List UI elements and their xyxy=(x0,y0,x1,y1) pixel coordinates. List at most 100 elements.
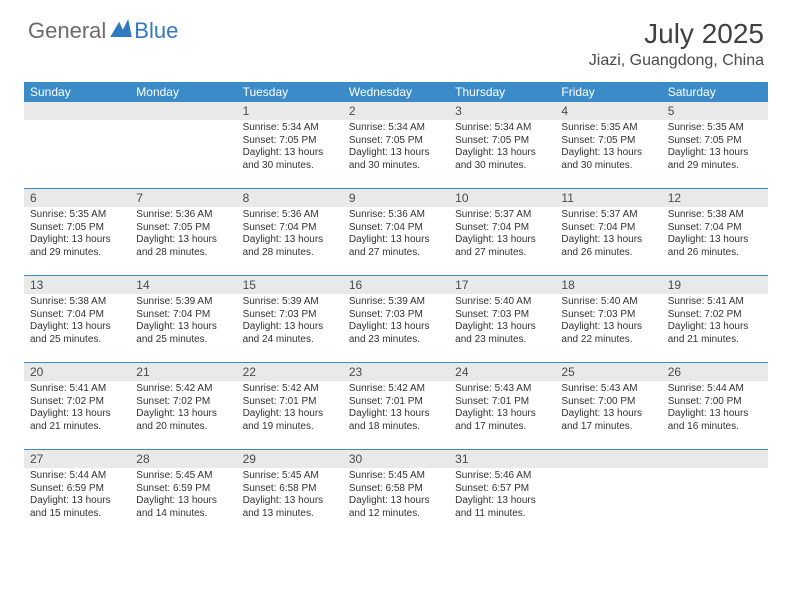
sunset-line: Sunset: 7:02 PM xyxy=(136,396,230,409)
day-content: Sunrise: 5:35 AMSunset: 7:05 PMDaylight:… xyxy=(662,120,768,176)
day-number: 11 xyxy=(555,189,661,207)
weekday-header: Tuesday xyxy=(237,82,343,102)
weekday-header-row: SundayMondayTuesdayWednesdayThursdayFrid… xyxy=(24,82,768,102)
daylight-line: Daylight: 13 hours and 28 minutes. xyxy=(136,234,230,259)
daylight-line: Daylight: 13 hours and 29 minutes. xyxy=(668,147,762,172)
day-number: 27 xyxy=(24,450,130,468)
day-content: Sunrise: 5:42 AMSunset: 7:01 PMDaylight:… xyxy=(237,381,343,437)
day-cell: 29Sunrise: 5:45 AMSunset: 6:58 PMDayligh… xyxy=(237,450,343,536)
brand-mark-icon xyxy=(110,19,132,37)
day-number: 23 xyxy=(343,363,449,381)
day-cell: 25Sunrise: 5:43 AMSunset: 7:00 PMDayligh… xyxy=(555,363,661,449)
daylight-line: Daylight: 13 hours and 26 minutes. xyxy=(668,234,762,259)
day-cell xyxy=(662,450,768,536)
location-text: Jiazi, Guangdong, China xyxy=(589,52,764,70)
daylight-line: Daylight: 13 hours and 30 minutes. xyxy=(243,147,337,172)
day-content: Sunrise: 5:36 AMSunset: 7:04 PMDaylight:… xyxy=(343,207,449,263)
day-content: Sunrise: 5:41 AMSunset: 7:02 PMDaylight:… xyxy=(662,294,768,350)
day-number: 2 xyxy=(343,102,449,120)
sunset-line: Sunset: 7:00 PM xyxy=(668,396,762,409)
day-number: 31 xyxy=(449,450,555,468)
sunset-line: Sunset: 7:04 PM xyxy=(668,222,762,235)
daylight-line: Daylight: 13 hours and 21 minutes. xyxy=(30,408,124,433)
day-number: 25 xyxy=(555,363,661,381)
day-number: 7 xyxy=(130,189,236,207)
day-cell: 7Sunrise: 5:36 AMSunset: 7:05 PMDaylight… xyxy=(130,189,236,275)
day-number xyxy=(130,102,236,120)
day-content: Sunrise: 5:34 AMSunset: 7:05 PMDaylight:… xyxy=(237,120,343,176)
day-number: 8 xyxy=(237,189,343,207)
sunrise-line: Sunrise: 5:43 AM xyxy=(561,383,655,396)
day-cell: 26Sunrise: 5:44 AMSunset: 7:00 PMDayligh… xyxy=(662,363,768,449)
day-cell: 31Sunrise: 5:46 AMSunset: 6:57 PMDayligh… xyxy=(449,450,555,536)
day-number: 3 xyxy=(449,102,555,120)
daylight-line: Daylight: 13 hours and 15 minutes. xyxy=(30,495,124,520)
sunrise-line: Sunrise: 5:37 AM xyxy=(455,209,549,222)
daylight-line: Daylight: 13 hours and 21 minutes. xyxy=(668,321,762,346)
day-number: 4 xyxy=(555,102,661,120)
day-content: Sunrise: 5:45 AMSunset: 6:58 PMDaylight:… xyxy=(237,468,343,524)
day-content: Sunrise: 5:44 AMSunset: 7:00 PMDaylight:… xyxy=(662,381,768,437)
sunrise-line: Sunrise: 5:42 AM xyxy=(243,383,337,396)
day-content: Sunrise: 5:36 AMSunset: 7:04 PMDaylight:… xyxy=(237,207,343,263)
week-row: 13Sunrise: 5:38 AMSunset: 7:04 PMDayligh… xyxy=(24,275,768,362)
sunset-line: Sunset: 7:04 PM xyxy=(349,222,443,235)
sunrise-line: Sunrise: 5:45 AM xyxy=(243,470,337,483)
daylight-line: Daylight: 13 hours and 23 minutes. xyxy=(349,321,443,346)
sunset-line: Sunset: 7:01 PM xyxy=(349,396,443,409)
day-content: Sunrise: 5:36 AMSunset: 7:05 PMDaylight:… xyxy=(130,207,236,263)
sunset-line: Sunset: 7:05 PM xyxy=(561,135,655,148)
daylight-line: Daylight: 13 hours and 19 minutes. xyxy=(243,408,337,433)
day-content: Sunrise: 5:34 AMSunset: 7:05 PMDaylight:… xyxy=(449,120,555,176)
day-cell: 12Sunrise: 5:38 AMSunset: 7:04 PMDayligh… xyxy=(662,189,768,275)
week-row: 20Sunrise: 5:41 AMSunset: 7:02 PMDayligh… xyxy=(24,362,768,449)
day-cell: 16Sunrise: 5:39 AMSunset: 7:03 PMDayligh… xyxy=(343,276,449,362)
day-cell xyxy=(130,102,236,188)
daylight-line: Daylight: 13 hours and 12 minutes. xyxy=(349,495,443,520)
sunset-line: Sunset: 7:04 PM xyxy=(30,309,124,322)
day-content: Sunrise: 5:35 AMSunset: 7:05 PMDaylight:… xyxy=(555,120,661,176)
weekday-header: Monday xyxy=(130,82,236,102)
sunrise-line: Sunrise: 5:44 AM xyxy=(668,383,762,396)
sunset-line: Sunset: 7:05 PM xyxy=(668,135,762,148)
daylight-line: Daylight: 13 hours and 29 minutes. xyxy=(30,234,124,259)
day-number: 29 xyxy=(237,450,343,468)
sunrise-line: Sunrise: 5:39 AM xyxy=(243,296,337,309)
calendar: SundayMondayTuesdayWednesdayThursdayFrid… xyxy=(24,82,768,536)
sunrise-line: Sunrise: 5:40 AM xyxy=(561,296,655,309)
day-cell: 19Sunrise: 5:41 AMSunset: 7:02 PMDayligh… xyxy=(662,276,768,362)
daylight-line: Daylight: 13 hours and 26 minutes. xyxy=(561,234,655,259)
header: General Blue July 2025 Jiazi, Guangdong,… xyxy=(0,0,792,76)
sunset-line: Sunset: 7:03 PM xyxy=(455,309,549,322)
day-content: Sunrise: 5:43 AMSunset: 7:01 PMDaylight:… xyxy=(449,381,555,437)
sunrise-line: Sunrise: 5:36 AM xyxy=(136,209,230,222)
day-cell: 14Sunrise: 5:39 AMSunset: 7:04 PMDayligh… xyxy=(130,276,236,362)
sunset-line: Sunset: 6:59 PM xyxy=(30,483,124,496)
sunrise-line: Sunrise: 5:35 AM xyxy=(561,122,655,135)
day-number: 1 xyxy=(237,102,343,120)
month-title: July 2025 xyxy=(589,18,764,50)
sunset-line: Sunset: 7:04 PM xyxy=(561,222,655,235)
day-number: 6 xyxy=(24,189,130,207)
daylight-line: Daylight: 13 hours and 11 minutes. xyxy=(455,495,549,520)
day-number xyxy=(662,450,768,468)
day-content: Sunrise: 5:39 AMSunset: 7:03 PMDaylight:… xyxy=(343,294,449,350)
sunset-line: Sunset: 7:00 PM xyxy=(561,396,655,409)
day-cell xyxy=(555,450,661,536)
daylight-line: Daylight: 13 hours and 16 minutes. xyxy=(668,408,762,433)
sunset-line: Sunset: 6:58 PM xyxy=(243,483,337,496)
daylight-line: Daylight: 13 hours and 27 minutes. xyxy=(455,234,549,259)
day-number: 30 xyxy=(343,450,449,468)
day-cell: 30Sunrise: 5:45 AMSunset: 6:58 PMDayligh… xyxy=(343,450,449,536)
sunrise-line: Sunrise: 5:38 AM xyxy=(668,209,762,222)
sunrise-line: Sunrise: 5:41 AM xyxy=(668,296,762,309)
sunset-line: Sunset: 7:03 PM xyxy=(561,309,655,322)
daylight-line: Daylight: 13 hours and 28 minutes. xyxy=(243,234,337,259)
day-cell: 11Sunrise: 5:37 AMSunset: 7:04 PMDayligh… xyxy=(555,189,661,275)
day-content: Sunrise: 5:34 AMSunset: 7:05 PMDaylight:… xyxy=(343,120,449,176)
day-content: Sunrise: 5:39 AMSunset: 7:03 PMDaylight:… xyxy=(237,294,343,350)
day-number: 28 xyxy=(130,450,236,468)
day-number: 14 xyxy=(130,276,236,294)
sunrise-line: Sunrise: 5:34 AM xyxy=(349,122,443,135)
brand-text-blue: Blue xyxy=(134,18,178,44)
